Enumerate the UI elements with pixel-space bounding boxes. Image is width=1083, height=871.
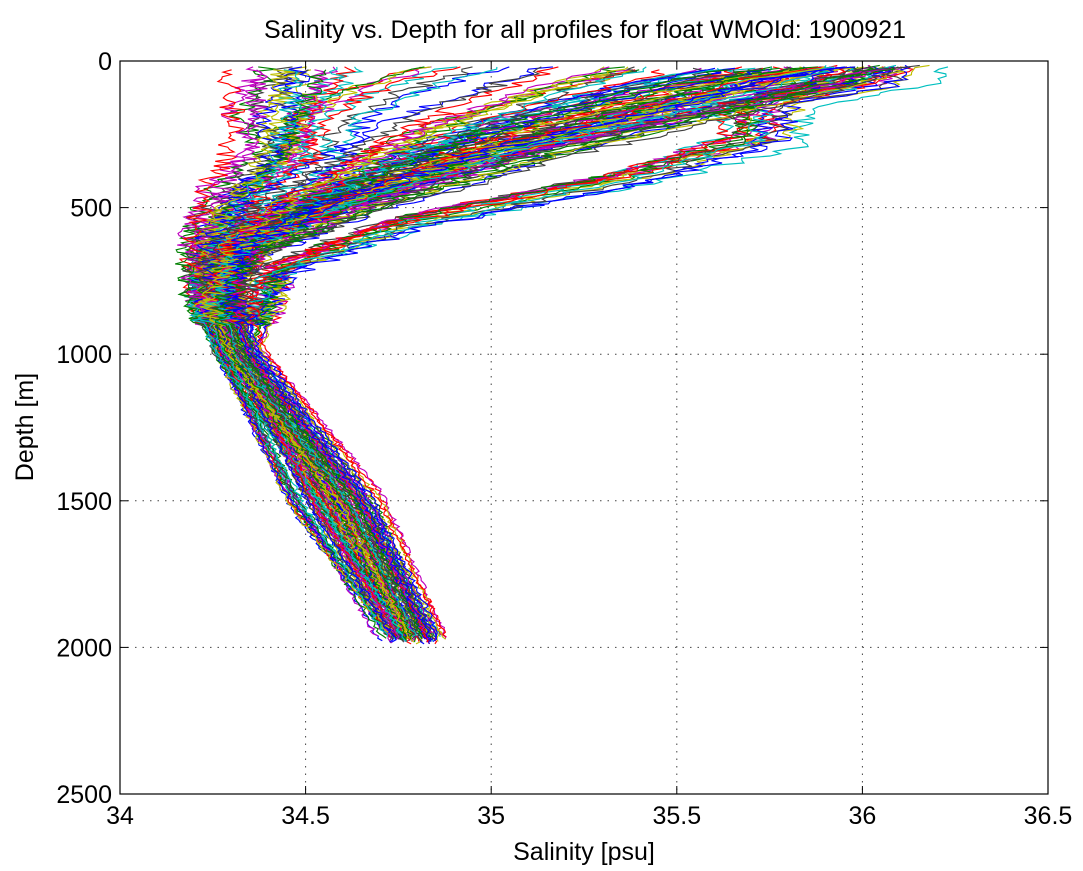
x-tick-label: 34.5 (281, 802, 330, 830)
profile-line (226, 66, 911, 640)
x-tick-label: 35 (477, 802, 505, 830)
x-axis-label: Salinity [psu] (513, 838, 655, 866)
y-tick-label: 500 (70, 195, 112, 223)
grid-lines (120, 61, 1048, 794)
x-tick-label: 34 (106, 802, 134, 830)
y-axis-label: Depth [m] (11, 373, 39, 481)
profile-line (230, 66, 848, 638)
profile-line (207, 66, 605, 640)
profile-line (217, 66, 876, 635)
y-tick-label: 2500 (56, 781, 112, 809)
profile-line (213, 66, 899, 635)
y-tick-label: 0 (98, 48, 112, 76)
profile-line (213, 66, 896, 640)
y-tick-label: 1500 (56, 488, 112, 516)
y-tick-label: 2000 (56, 634, 112, 662)
profile-line (226, 66, 897, 640)
profile-line (223, 66, 905, 637)
profile-line (195, 66, 542, 642)
x-tick-label: 35.5 (652, 802, 701, 830)
axis-ticks: 34 34.5 35 35.5 36 36.5 0 500 1000 1500 2000 2500 (56, 48, 1072, 830)
profile-line (219, 66, 856, 644)
x-tick-label: 36.5 (1024, 802, 1073, 830)
y-tick-label: 1000 (56, 341, 112, 369)
x-tick-label: 36 (848, 802, 876, 830)
chart-title: Salinity vs. Depth for all profiles for … (264, 16, 906, 44)
plot-area-frame (119, 60, 1049, 795)
profile-series (175, 64, 949, 645)
